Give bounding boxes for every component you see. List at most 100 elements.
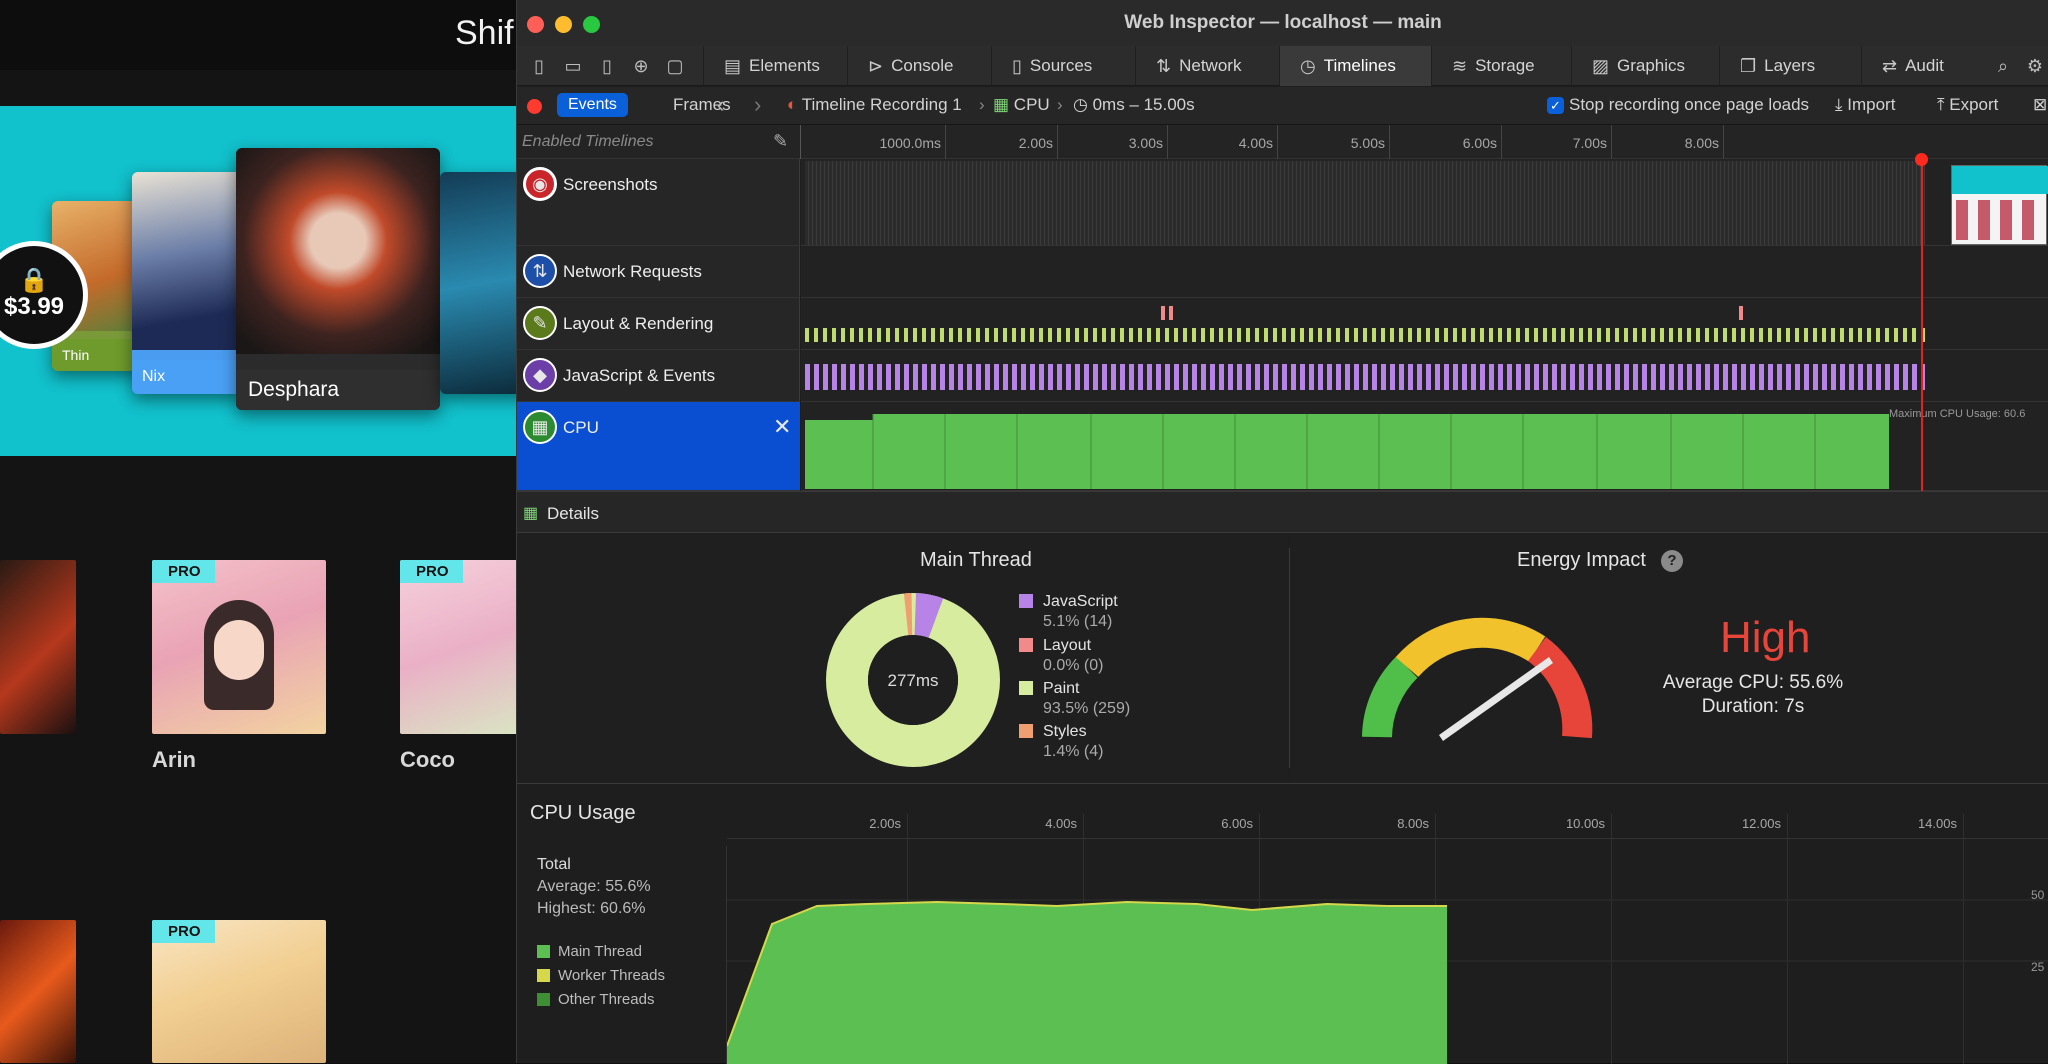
hero-card-name: Nix (132, 360, 242, 394)
export-button[interactable]: ⤒ Export (1937, 95, 1999, 114)
range-breadcrumb[interactable]: ◷ 0ms – 15.00s (1073, 95, 1195, 114)
search-icon[interactable]: ⌕ (1997, 56, 2009, 76)
details-label: Details (547, 504, 599, 523)
grid-tile[interactable]: PRO (400, 560, 530, 734)
energy-average: Average CPU: 55.6% (1662, 672, 1844, 693)
main-thread-panel: Main Thread 277ms JavaScript 5.1% (14) La… (517, 533, 1289, 783)
clear-icon[interactable]: ⊠ (2033, 95, 2048, 114)
network-requests-icon: ⇅ (523, 254, 557, 288)
ruler-tick (1277, 125, 1278, 159)
cpu-tick-label: 10.00s (1565, 816, 1605, 831)
timeline-row-javascript[interactable]: ◆ JavaScript & Events (517, 350, 800, 402)
network-track[interactable] (801, 246, 2048, 298)
webapp-brand: Shif (455, 14, 514, 52)
network-icon: ⇅ (1156, 55, 1172, 76)
hero-card[interactable] (440, 172, 530, 394)
cpu-breadcrumb[interactable]: ▦ CPU (993, 95, 1050, 114)
hero-card-featured[interactable]: Desphara (236, 148, 440, 410)
ruler-tick (1057, 125, 1058, 159)
cpu-icon: ▦ (523, 505, 539, 522)
grid-tile[interactable]: PRO (152, 560, 326, 734)
grid-tile[interactable]: PRO (152, 920, 326, 1063)
ruler-tick (945, 125, 946, 159)
stop-recording-checkbox[interactable]: ✓ (1547, 97, 1564, 114)
cpu-highest: Highest: 60.6% (537, 900, 646, 917)
legend-paint: Paint 93.5% (259) (1019, 680, 1130, 718)
zoom-window-button[interactable] (583, 16, 600, 33)
legend-layout: Layout 0.0% (0) (1019, 637, 1103, 675)
paintbrush-icon: ✎ (523, 306, 557, 340)
cpu-icon: ▦ (523, 410, 557, 444)
tab-audit[interactable]: ⇄ Audit (1861, 46, 1981, 86)
dock-right-icon[interactable]: ▯ (602, 56, 612, 76)
price-label: $3.99 (3, 293, 65, 320)
device-icon[interactable]: ▢ (666, 56, 684, 76)
cpu-tick-label: 8.00s (1397, 816, 1429, 831)
cpu-axis-50: 50 (2031, 888, 2045, 902)
ruler-tick-label: 7.00s (1572, 135, 1607, 151)
inspector-tabbar: ▯ ▭ ▯ ⊕ ▢ ▤ Elements ⊳ Console ▯ Sources ⇅ N… (517, 46, 2048, 86)
hero-card[interactable]: Nix (132, 172, 242, 394)
gear-icon[interactable]: ⚙ (2026, 56, 2044, 76)
tab-graphics[interactable]: ▨ Graphics (1571, 46, 1719, 86)
ruler-tick-label: 4.00s (1238, 135, 1273, 151)
web-inspector-window: Web Inspector — localhost — main ▯ ▭ ▯ ⊕… (516, 0, 2048, 1064)
javascript-track[interactable] (801, 350, 2048, 402)
playhead[interactable] (1921, 159, 1923, 491)
dock-left-icon[interactable]: ▯ (534, 56, 544, 76)
javascript-icon: ◆ (523, 358, 557, 392)
export-icon: ⤒ (1937, 95, 1945, 114)
frames-toggle[interactable]: Frames (673, 95, 731, 114)
tab-elements[interactable]: ▤ Elements (703, 46, 847, 86)
legend-styles: Styles 1.4% (4) (1019, 723, 1103, 761)
timeline-row-cpu[interactable]: ▦ CPU ✕ (517, 402, 800, 491)
edit-timelines-icon[interactable]: ✎ (773, 131, 789, 151)
help-icon[interactable]: ? (1661, 550, 1683, 572)
storage-icon: ≋ (1452, 55, 1468, 76)
clock-icon: ◷ (1073, 95, 1088, 114)
ruler-tick-label: 1000.0ms (879, 135, 941, 151)
minimize-window-button[interactable] (555, 16, 572, 33)
element-picker-icon[interactable]: ⊕ (633, 56, 649, 76)
hero-card[interactable]: Thin (52, 201, 142, 371)
dock-bottom-icon[interactable]: ▭ (564, 56, 582, 76)
screenshots-track[interactable] (801, 159, 2048, 246)
breadcrumb-separator: › (1057, 95, 1063, 114)
tab-storage[interactable]: ≋ Storage (1431, 46, 1571, 86)
webapp-header: Shif (0, 0, 530, 70)
cpu-track[interactable]: Maximum CPU Usage: 60.6 (801, 402, 2048, 491)
main-thread-donut (826, 593, 1000, 767)
timeline-row-network[interactable]: ⇅ Network Requests (517, 246, 800, 298)
grid-tile[interactable] (0, 560, 76, 734)
tab-console[interactable]: ⊳ Console (847, 46, 991, 86)
timeline-row-screenshots[interactable]: ◉ Screenshots (517, 159, 800, 246)
screenshot-thumbnail[interactable] (1951, 165, 2048, 245)
main-thread-title: Main Thread (920, 549, 1032, 571)
legend-worker-threads: Worker Threads (537, 967, 665, 984)
tab-layers[interactable]: ❐ Layers (1719, 46, 1861, 86)
timeline-row-layout[interactable]: ✎ Layout & Rendering (517, 298, 800, 350)
chevron-left-icon[interactable]: ‹ (717, 92, 725, 117)
pro-badge: PRO (152, 920, 215, 943)
cpu-average: Average: 55.6% (537, 878, 651, 895)
recording-icon: ◐ (787, 95, 798, 114)
ruler-tick (1723, 125, 1724, 159)
tab-timelines[interactable]: ◷ Timelines (1279, 46, 1431, 86)
events-toggle[interactable]: Events (557, 93, 628, 117)
recording-breadcrumb[interactable]: ◐ Timeline Recording 1 (787, 95, 962, 114)
cpu-total-label: Total (537, 856, 571, 873)
tab-network[interactable]: ⇅ Network (1135, 46, 1279, 86)
tab-sources[interactable]: ▯ Sources (991, 46, 1135, 86)
grid-tile[interactable] (0, 920, 76, 1063)
window-title: Web Inspector — localhost — main (1124, 12, 1442, 33)
playhead-handle[interactable] (1915, 153, 1928, 166)
pro-badge: PRO (152, 560, 215, 583)
record-button[interactable] (527, 99, 542, 114)
import-button[interactable]: ⤓ Import (1835, 95, 1896, 114)
lock-icon: 🔒 (19, 267, 49, 294)
close-icon[interactable]: ✕ (773, 414, 792, 439)
chevron-right-icon[interactable]: › (754, 92, 762, 117)
timeline-tracks: Maximum CPU Usage: 60.6 (801, 159, 2048, 491)
close-window-button[interactable] (527, 16, 544, 33)
layout-track[interactable] (801, 298, 2048, 350)
